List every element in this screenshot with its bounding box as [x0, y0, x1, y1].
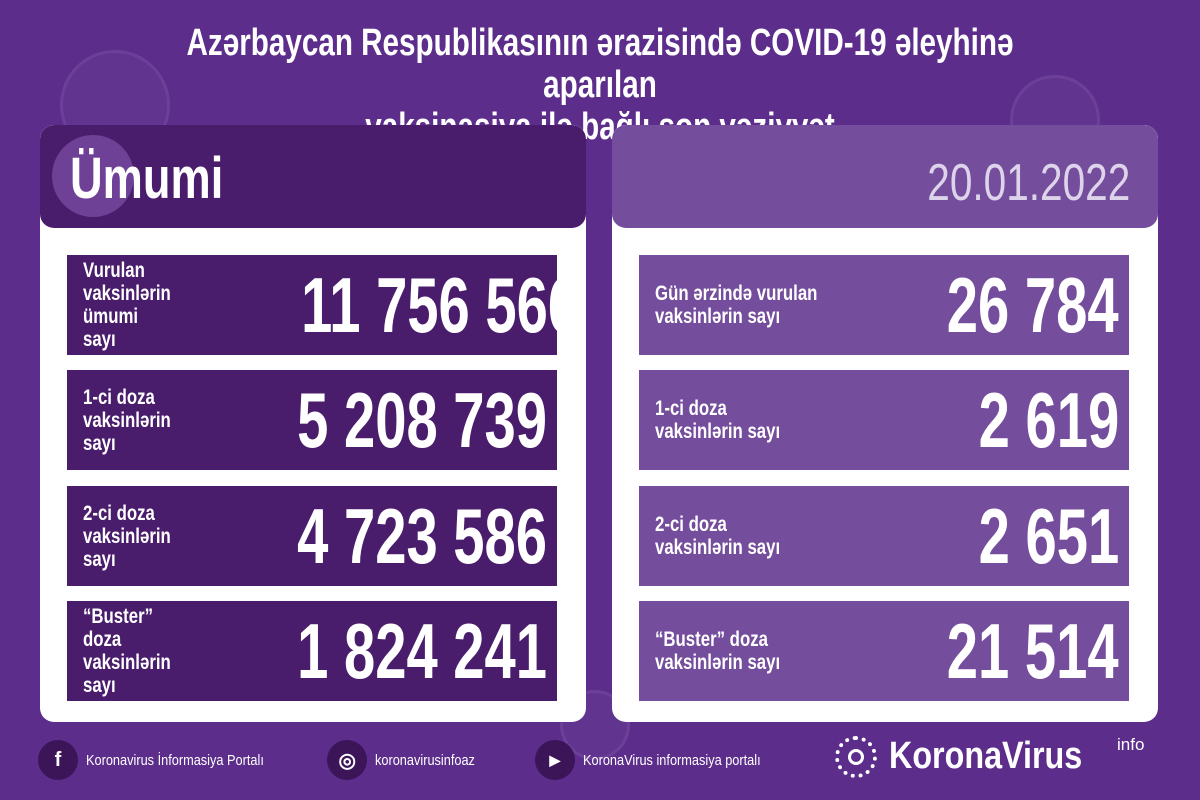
footer: f Koronavirus İnformasiya Portalı ◎ korona… [38, 740, 814, 780]
youtube-label: KoronaVirus informasiya portalı [582, 751, 761, 769]
stat-row: 1-ci doza vaksinlərin sayı 5 208 739 [67, 370, 557, 470]
stat-value: 21 514 [947, 606, 1119, 695]
stat-value: 4 723 586 [297, 491, 547, 580]
facebook-icon: f [38, 740, 78, 780]
youtube-link[interactable]: ▶ KoronaVirus informasiya portalı [534, 740, 792, 780]
stat-value: 2 651 [978, 491, 1119, 580]
stat-row: “Buster” doza vaksinlərin sayı 1 824 241 [67, 601, 557, 701]
stat-row: 2-ci doza vaksinlərin sayı 4 723 586 [67, 486, 557, 586]
total-header: Ümumi [40, 125, 586, 228]
stat-label: 2-ci doza vaksinlərin sayı [83, 501, 171, 571]
facebook-link[interactable]: f Koronavirus İnformasiya Portalı [38, 740, 295, 780]
facebook-label: Koronavirus İnformasiya Portalı [86, 751, 264, 769]
date-label: 20.01.2022 [926, 154, 1130, 212]
virus-icon [52, 135, 134, 217]
stat-row: Vurulan vaksinlərin ümumi sayı 11 756 566 [67, 255, 579, 355]
logo-name: KoronaVirus [889, 735, 1083, 777]
stat-row: 1-ci doza vaksinlərin sayı 2 619 [639, 370, 1129, 470]
stat-label: 1-ci doza vaksinlərin sayı [83, 385, 171, 455]
stat-label: Gün ərzində vurulan vaksinlərin sayı [655, 282, 818, 328]
stat-label: Vurulan vaksinlərin ümumi sayı [83, 259, 171, 351]
stat-value: 1 824 241 [297, 606, 547, 695]
instagram-link[interactable]: ◎ koronavirusinfoaz [327, 740, 493, 780]
stat-row: Gün ərzində vurulan vaksinlərin sayı 26 7… [639, 255, 1129, 355]
virus-sun-icon [835, 735, 877, 778]
stat-label: 2-ci doza vaksinlərin sayı [655, 513, 781, 559]
title-line-1: Azərbaycan Respublikasının ərazisində CO… [186, 22, 1014, 106]
stat-label: “Buster” doza vaksinlərin sayı [83, 605, 171, 697]
logo-sup: info [1117, 735, 1145, 754]
total-header-label: Ümumi [70, 146, 224, 211]
stat-value: 2 619 [978, 375, 1119, 464]
stat-value: 11 756 566 [300, 260, 579, 349]
instagram-icon: ◎ [327, 740, 368, 780]
daily-panel: 20.01.2022 Gün ərzində vurulan vaksinlər… [612, 125, 1158, 722]
stat-label: 1-ci doza vaksinlərin sayı [655, 397, 781, 443]
stat-label: “Buster” doza vaksinlərin sayı [655, 628, 781, 674]
stat-value: 26 784 [947, 260, 1119, 349]
youtube-icon: ▶ [534, 740, 575, 780]
stat-row: 2-ci doza vaksinlərin sayı 2 651 [639, 486, 1129, 586]
stat-value: 5 208 739 [297, 375, 547, 464]
total-panel: Ümumi Vurulan vaksinlərin ümumi sayı 11 7… [40, 125, 586, 722]
daily-header: 20.01.2022 [612, 125, 1158, 228]
instagram-label: koronavirusinfoaz [375, 751, 476, 769]
koronavirus-logo: KoronaVirus info [835, 735, 1144, 778]
stat-row: “Buster” doza vaksinlərin sayı 21 514 [639, 601, 1129, 701]
